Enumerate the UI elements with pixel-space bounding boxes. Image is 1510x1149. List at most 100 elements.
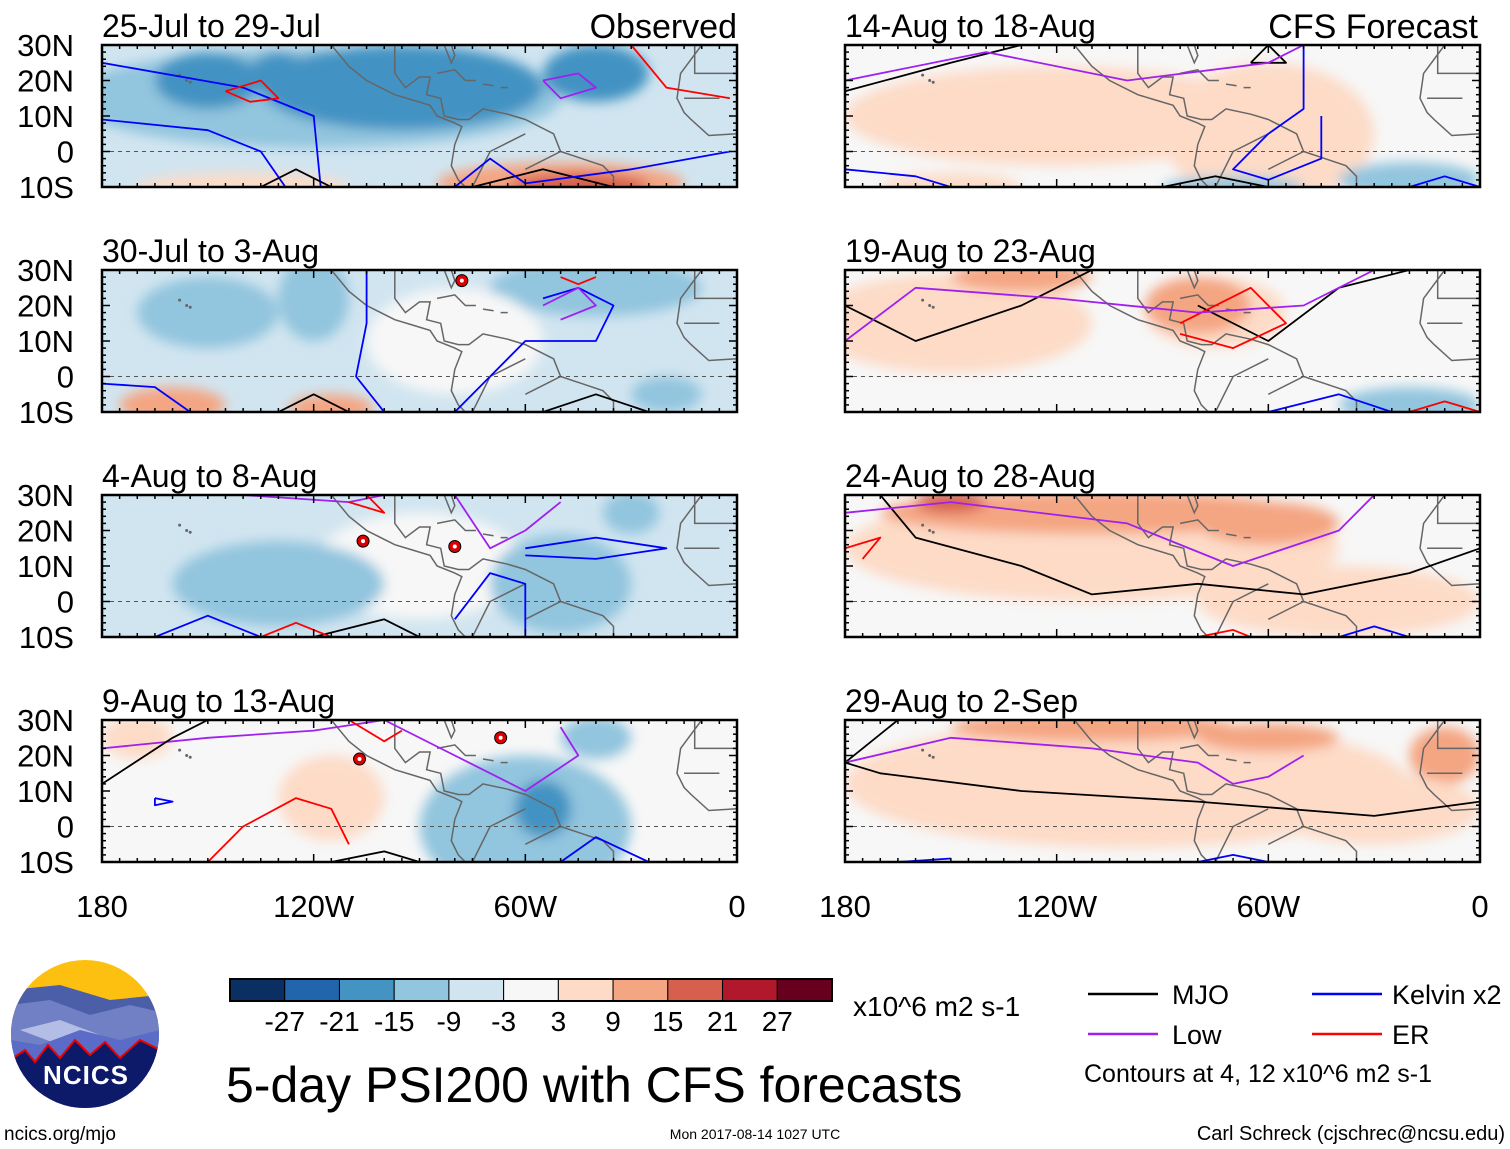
ncics-logo: NCICS xyxy=(11,960,159,1108)
footer-timestamp: Mon 2017-08-14 1027 UTC xyxy=(670,1126,840,1142)
coastline xyxy=(443,270,456,290)
coastline xyxy=(1267,825,1304,845)
column-label-forecast: CFS Forecast xyxy=(1268,8,1478,46)
colorbar-label: 3 xyxy=(551,1006,567,1037)
column-label-observed: Observed xyxy=(590,8,737,46)
lat-label: 10N xyxy=(17,324,74,359)
colorbar: -27 -21 -15 -9 -3 3 9 15 21 27 xyxy=(229,978,833,1037)
island xyxy=(931,755,935,759)
lat-label: 20N xyxy=(17,514,74,549)
anomaly-region xyxy=(1409,727,1480,784)
colorbar-swatch xyxy=(448,978,505,1002)
island xyxy=(188,80,192,84)
coastline xyxy=(471,808,526,862)
coastline xyxy=(1225,83,1237,87)
colorbar-swatch xyxy=(722,978,778,1002)
lat-label: 10N xyxy=(17,774,74,809)
coastline xyxy=(1436,45,1480,75)
coastline xyxy=(1186,495,1199,515)
island xyxy=(928,529,932,532)
coastline xyxy=(524,375,561,395)
map-panel-5: 14-Aug to 18-Aug xyxy=(843,8,1482,189)
panel-title: 30-Jul to 3-Aug xyxy=(102,233,319,269)
map-panel-6: 19-Aug to 23-Aug xyxy=(843,233,1482,414)
island xyxy=(178,298,182,302)
contour-line xyxy=(154,797,174,807)
anomaly-region xyxy=(366,287,543,395)
lon-label: 180 xyxy=(76,889,128,924)
anomaly-region xyxy=(1338,162,1480,187)
coastline xyxy=(471,133,526,187)
colorbar-label: 15 xyxy=(652,1006,683,1037)
anomaly-region xyxy=(490,534,632,634)
coastline xyxy=(1186,720,1199,740)
tropical-cyclone-icon xyxy=(455,274,469,288)
contour-line xyxy=(260,168,332,187)
island xyxy=(185,529,189,532)
coastline xyxy=(394,45,615,187)
lat-label: 0 xyxy=(57,585,74,620)
coastline xyxy=(1225,533,1237,537)
lat-label: 20N xyxy=(17,64,74,99)
coastline xyxy=(1137,495,1358,637)
contour-line xyxy=(277,393,350,412)
contour-line xyxy=(845,270,1375,342)
colorbar-swatch xyxy=(776,978,833,1002)
lat-label: 30N xyxy=(17,703,74,738)
island xyxy=(178,523,182,527)
contour-line xyxy=(542,393,650,412)
shading xyxy=(102,495,737,637)
coastline xyxy=(330,495,466,637)
lat-label: 10S xyxy=(19,620,74,655)
panel-title: 29-Aug to 2-Sep xyxy=(845,683,1078,719)
colorbar-swatch xyxy=(229,978,286,1002)
contour-line xyxy=(472,168,614,187)
colorbar-swatch xyxy=(284,978,340,1002)
colorbar-label: -27 xyxy=(264,1006,304,1037)
contour-note: Contours at 4, 12 x10^6 m2 s-1 xyxy=(1084,1060,1432,1088)
contour-line xyxy=(845,45,1305,82)
contour-line xyxy=(102,61,322,187)
island xyxy=(921,523,925,527)
colorbar-swatch xyxy=(667,978,724,1002)
lat-label: 10S xyxy=(19,845,74,880)
anomaly-region xyxy=(172,541,385,627)
figure-title: 5-day PSI200 with CFS forecasts xyxy=(226,1057,962,1113)
anomaly-region xyxy=(1268,773,1480,845)
lon-label: 0 xyxy=(728,889,745,924)
coastline xyxy=(1073,495,1209,637)
coastline xyxy=(330,720,466,862)
island xyxy=(931,530,935,534)
coastline xyxy=(1073,45,1209,187)
coastline xyxy=(1073,720,1209,862)
anomaly-region xyxy=(1197,502,1339,545)
lon-label: 120W xyxy=(273,889,355,924)
lat-label: 10N xyxy=(17,549,74,584)
longitude-labels: 180 120W 60W 0 180 120W 60W 0 xyxy=(76,889,1488,924)
contour-line xyxy=(560,276,597,286)
contour-line xyxy=(845,45,1022,93)
contour-line xyxy=(454,495,562,550)
island xyxy=(188,305,192,309)
contour-line xyxy=(1338,625,1410,637)
lat-label: 0 xyxy=(57,360,74,395)
coastline xyxy=(1179,744,1219,757)
colorbar-swatch xyxy=(612,978,669,1002)
coastline xyxy=(1419,45,1480,137)
coastline xyxy=(1214,133,1269,187)
coastline xyxy=(1225,758,1237,762)
tropical-cyclone-icon xyxy=(356,534,370,548)
anomaly-region xyxy=(845,720,1410,848)
coastline xyxy=(436,744,476,757)
panel-title: 4-Aug to 8-Aug xyxy=(102,458,317,494)
colorbar-swatch xyxy=(557,978,614,1002)
coastline xyxy=(1419,495,1480,587)
coastline xyxy=(1419,720,1480,812)
coastline xyxy=(1419,270,1480,362)
contour-line xyxy=(154,614,262,637)
coastline xyxy=(436,294,476,307)
lon-label: 60W xyxy=(493,889,557,924)
coastline xyxy=(394,720,615,862)
tropical-cyclone-icon xyxy=(353,752,367,766)
